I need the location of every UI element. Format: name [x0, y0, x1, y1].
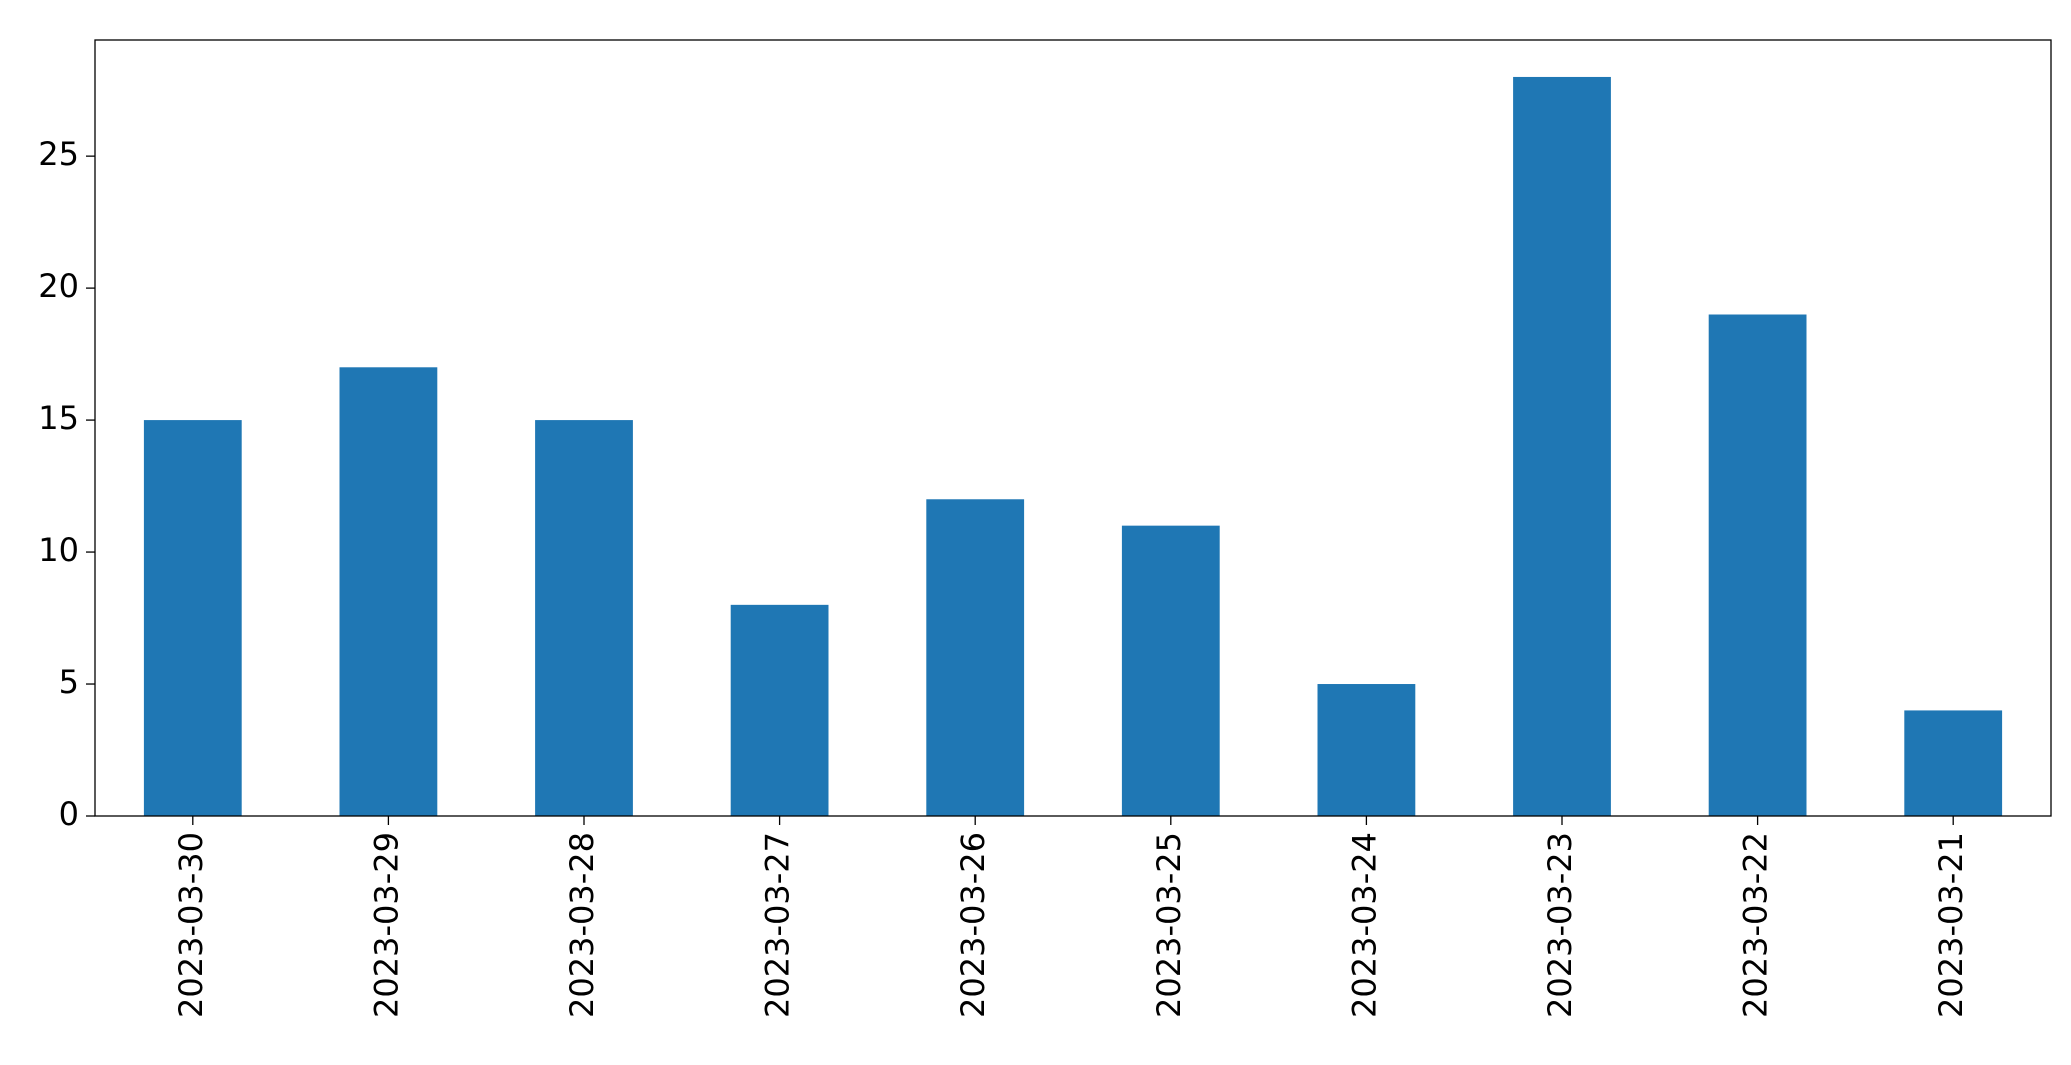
bar	[1708, 314, 1807, 816]
x-tick-label: 2023-03-22	[1737, 832, 1775, 1018]
bar	[730, 604, 829, 816]
x-tick-label: 2023-03-25	[1150, 832, 1188, 1018]
y-tick-label: 25	[38, 135, 79, 173]
bar	[1317, 684, 1416, 816]
bar	[143, 420, 242, 816]
x-tick-label: 2023-03-30	[172, 832, 210, 1018]
y-tick-label: 15	[38, 399, 79, 437]
bar	[339, 367, 438, 816]
x-tick-label: 2023-03-27	[759, 832, 797, 1018]
bar	[1904, 710, 2003, 816]
bar	[1121, 525, 1220, 816]
plot-frame	[94, 39, 2052, 817]
y-tick-label: 0	[59, 795, 79, 833]
x-tick-label: 2023-03-21	[1932, 832, 1970, 1018]
x-tick-label: 2023-03-28	[563, 832, 601, 1018]
x-tick-label: 2023-03-24	[1345, 832, 1383, 1018]
x-tick-label: 2023-03-29	[367, 832, 405, 1018]
y-tick-label: 20	[38, 267, 79, 305]
bar	[535, 420, 633, 816]
y-tick-label: 10	[38, 531, 79, 569]
x-tick-label: 2023-03-23	[1541, 832, 1579, 1018]
bar	[1513, 76, 1611, 816]
x-tick-label: 2023-03-26	[954, 832, 992, 1018]
y-tick-label: 5	[59, 663, 79, 701]
bar	[926, 499, 1025, 816]
